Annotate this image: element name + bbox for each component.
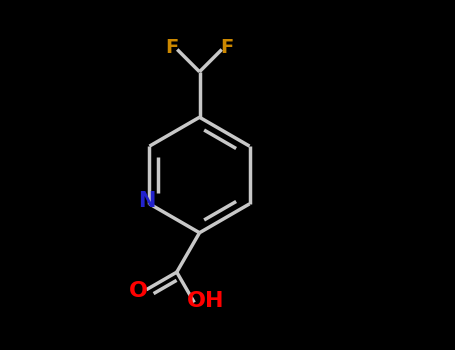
Text: F: F xyxy=(165,38,178,57)
Text: O: O xyxy=(129,281,148,301)
Text: F: F xyxy=(221,38,234,57)
Text: N: N xyxy=(138,191,155,211)
Text: OH: OH xyxy=(187,291,224,311)
